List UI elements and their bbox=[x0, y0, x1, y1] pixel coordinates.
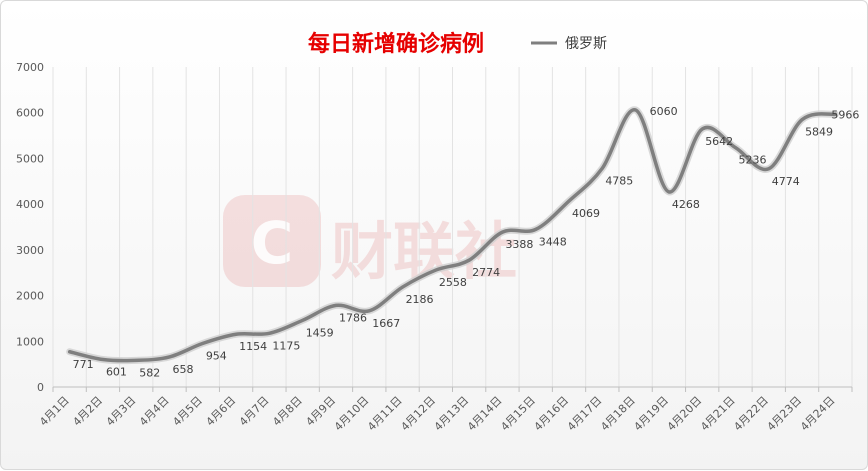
x-tick-label: 4月10日 bbox=[332, 394, 372, 434]
y-tick-label: 1000 bbox=[16, 335, 44, 348]
data-label: 1459 bbox=[306, 326, 334, 339]
legend: 俄罗斯 bbox=[531, 36, 607, 52]
data-label: 2774 bbox=[472, 266, 500, 279]
data-label: 5642 bbox=[705, 135, 733, 148]
x-tick-label: 4月19日 bbox=[631, 394, 671, 434]
x-tick-label: 4月17日 bbox=[565, 394, 605, 434]
data-label: 1667 bbox=[372, 317, 400, 330]
x-tick-label: 4月11日 bbox=[365, 394, 405, 434]
data-point bbox=[234, 332, 238, 336]
data-point bbox=[201, 341, 205, 345]
data-label: 771 bbox=[73, 358, 94, 371]
data-label: 3388 bbox=[505, 238, 533, 251]
data-point bbox=[634, 108, 638, 112]
data-label: 2186 bbox=[406, 293, 434, 306]
chart-title: 每日新增确诊病例 bbox=[308, 31, 484, 57]
data-label: 4774 bbox=[772, 175, 800, 188]
data-point bbox=[500, 230, 504, 234]
y-tick-label: 0 bbox=[37, 381, 44, 394]
data-label: 6060 bbox=[650, 105, 678, 118]
y-tick-label: 7000 bbox=[16, 61, 44, 74]
x-tick-label: 4月5日 bbox=[170, 394, 205, 429]
data-point bbox=[733, 146, 737, 150]
y-tick-label: 4000 bbox=[16, 198, 44, 211]
legend-label: 俄罗斯 bbox=[565, 36, 607, 52]
data-point bbox=[168, 355, 172, 359]
data-point bbox=[401, 285, 405, 289]
data-point bbox=[600, 166, 604, 170]
data-point bbox=[767, 167, 771, 171]
data-point bbox=[667, 190, 671, 194]
x-tick-label: 4月15日 bbox=[498, 394, 538, 434]
x-tick-label: 4月23日 bbox=[765, 394, 805, 434]
x-tick-label: 4月8日 bbox=[270, 394, 305, 429]
data-label: 1175 bbox=[272, 339, 300, 352]
x-tick-label: 4月14日 bbox=[465, 394, 505, 434]
data-point bbox=[301, 318, 305, 322]
data-point bbox=[800, 118, 804, 122]
x-tick-label: 4月7日 bbox=[237, 394, 272, 429]
y-tick-label: 5000 bbox=[16, 152, 44, 165]
x-tick-label: 4月20日 bbox=[665, 394, 705, 434]
watermark-letter: C bbox=[251, 209, 294, 277]
x-tick-label: 4月12日 bbox=[398, 394, 438, 434]
data-point bbox=[101, 358, 105, 362]
data-point bbox=[367, 309, 371, 313]
y-tick-label: 3000 bbox=[16, 244, 44, 257]
x-tick-label: 4月16日 bbox=[532, 394, 572, 434]
data-point bbox=[68, 350, 72, 354]
data-point bbox=[700, 127, 704, 131]
x-tick-label: 4月21日 bbox=[698, 394, 738, 434]
data-point bbox=[434, 268, 438, 272]
data-point bbox=[833, 112, 837, 116]
x-tick-label: 4月3日 bbox=[104, 394, 139, 429]
data-point bbox=[567, 199, 571, 203]
grid-lines bbox=[52, 67, 853, 392]
watermark-badge bbox=[223, 195, 321, 287]
x-axis: 4月1日4月2日4月3日4月4日4月5日4月6日4月7日4月8日4月9日4月10… bbox=[37, 394, 837, 434]
x-tick-label: 4月2日 bbox=[70, 394, 105, 429]
x-tick-label: 4月22日 bbox=[731, 394, 771, 434]
data-label: 3448 bbox=[539, 235, 567, 248]
data-point bbox=[534, 227, 538, 231]
series-group bbox=[66, 106, 839, 365]
data-label: 4268 bbox=[672, 198, 700, 211]
data-label: 601 bbox=[106, 366, 127, 379]
x-tick-label: 4月13日 bbox=[432, 394, 472, 434]
data-label: 4785 bbox=[605, 174, 633, 187]
data-label: 5236 bbox=[738, 154, 766, 167]
data-label: 5849 bbox=[805, 126, 833, 139]
data-label: 4069 bbox=[572, 207, 600, 220]
x-tick-label: 4月1日 bbox=[37, 394, 72, 429]
x-tick-label: 4月18日 bbox=[598, 394, 638, 434]
data-label: 1786 bbox=[339, 311, 367, 324]
x-tick-label: 4月24日 bbox=[798, 394, 838, 434]
data-label: 582 bbox=[139, 366, 160, 379]
data-label: 5966 bbox=[831, 108, 859, 121]
x-tick-label: 4月4日 bbox=[137, 394, 172, 429]
data-label: 2558 bbox=[439, 276, 467, 289]
data-labels: 771 601 582 658 954 1154 1175 1459 1786 1667 2186 2… bbox=[73, 105, 860, 379]
data-label: 954 bbox=[206, 349, 227, 362]
y-axis: 0 1000 2000 3000 4000 5000 6000 7000 bbox=[16, 61, 44, 394]
y-tick-label: 6000 bbox=[16, 107, 44, 120]
data-point bbox=[467, 258, 471, 262]
data-point bbox=[334, 303, 338, 307]
data-label: 1154 bbox=[239, 340, 267, 353]
data-label: 658 bbox=[173, 363, 194, 376]
y-tick-label: 2000 bbox=[16, 290, 44, 303]
data-point bbox=[267, 331, 271, 335]
x-tick-label: 4月6日 bbox=[204, 394, 239, 429]
data-point bbox=[134, 358, 138, 362]
